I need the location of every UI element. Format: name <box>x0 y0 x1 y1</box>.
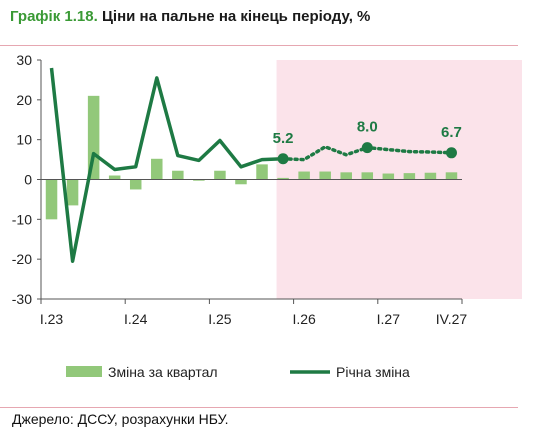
bar-III.26 <box>340 172 352 180</box>
bar-III.27 <box>424 172 437 180</box>
x-tick-label-I.26: I.26 <box>292 311 316 327</box>
x-tick-label-I.23: I.23 <box>40 311 64 327</box>
legend-bar-swatch <box>66 366 102 377</box>
legend-line-label: Річна зміна <box>336 364 410 380</box>
bar-II.23 <box>66 179 79 206</box>
bar-I.26 <box>298 171 310 180</box>
bar-I.24 <box>129 179 142 190</box>
y-tick-label: 0 <box>24 172 32 188</box>
data-label-8.0: 8.0 <box>357 119 378 136</box>
chart-title-text: Ціни на пальне на кінець періоду, % <box>101 8 371 25</box>
y-tick-label: 30 <box>16 52 32 68</box>
bar-II.24 <box>151 158 163 180</box>
bar-I.27 <box>382 173 395 180</box>
y-tick-label: -10 <box>12 211 32 227</box>
x-tick-label-I.24: I.24 <box>124 311 148 327</box>
bar-II.26 <box>319 171 331 180</box>
data-label-6.7: 6.7 <box>441 124 462 141</box>
top-divider <box>0 45 518 46</box>
source-note: Джерело: ДССУ, розрахунки НБУ. <box>12 411 229 427</box>
bar-IV.23 <box>108 175 121 180</box>
y-tick-label: 20 <box>16 92 32 108</box>
legend-bar-label: Зміна за квартал <box>108 364 218 380</box>
marker-8.0 <box>361 142 373 154</box>
x-tick-label-I.27: I.27 <box>377 311 401 327</box>
bottom-divider <box>0 407 518 408</box>
chart-title: Графік 1.18. Ціни на пальне на кінець пе… <box>10 8 370 25</box>
marker-6.7 <box>445 147 457 159</box>
chart-number: Графік 1.18. <box>10 8 98 25</box>
x-tick-label-IV.27: IV.27 <box>436 311 468 327</box>
annual-change-line <box>49 67 284 263</box>
bar-III.24 <box>172 170 184 180</box>
marker-5.2 <box>277 153 289 165</box>
bar-IV.24 <box>193 179 205 181</box>
y-tick-label: -20 <box>12 251 32 267</box>
bar-III.25 <box>256 164 268 180</box>
y-tick-label: -30 <box>12 291 32 307</box>
bar-I.23 <box>45 179 58 220</box>
data-label-5.2: 5.2 <box>273 130 294 147</box>
bar-II.25 <box>235 179 247 185</box>
x-tick-label-I.25: I.25 <box>208 311 232 327</box>
bar-IV.26 <box>361 172 374 180</box>
bar-II.27 <box>403 173 416 180</box>
bar-I.25 <box>214 170 226 180</box>
bar-IV.27 <box>445 172 458 180</box>
y-tick-label: 10 <box>16 132 32 148</box>
bar-IV.25 <box>277 177 289 180</box>
bar-III.23 <box>87 95 100 180</box>
